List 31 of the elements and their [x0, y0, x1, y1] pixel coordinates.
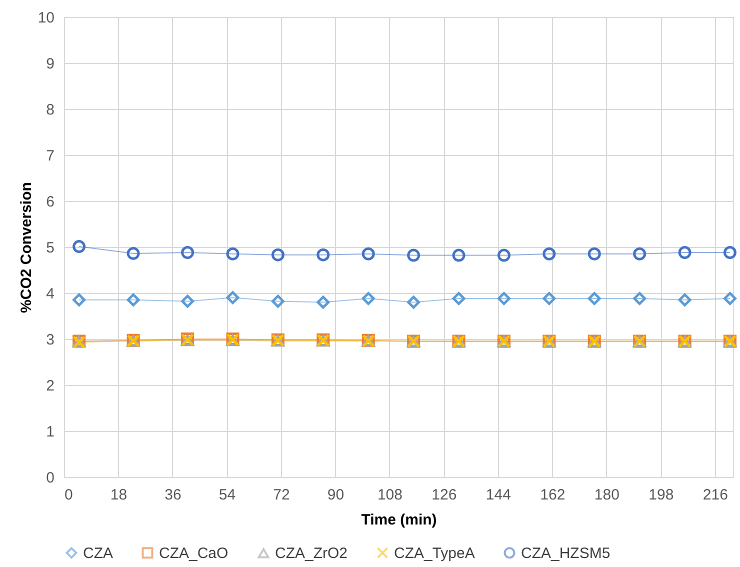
- x-tick-label: 216: [702, 486, 728, 504]
- x-tick-label: 18: [110, 486, 128, 504]
- legend-label: CZA_ZrO2: [275, 545, 348, 562]
- y-tick-label: 6: [46, 194, 54, 210]
- y-tick-label: 5: [46, 240, 54, 256]
- legend-label: CZA: [83, 544, 113, 562]
- x-tick-label: 162: [540, 486, 566, 504]
- x-tick-label: 36: [164, 486, 182, 504]
- y-tick-label: 3: [46, 332, 54, 348]
- y-tick-label: 7: [46, 148, 54, 164]
- legend-label: CZA_CaO: [159, 544, 228, 562]
- x-tick-label: 144: [486, 486, 511, 504]
- y-tick-label: 0: [46, 470, 54, 486]
- x-tick-label: 198: [648, 486, 674, 504]
- legend-label: CZA_TypeA: [394, 544, 475, 562]
- x-tick-label: 72: [273, 486, 290, 504]
- y-tick-label: 9: [46, 56, 54, 72]
- x-tick-label: 54: [218, 486, 236, 504]
- x-tick-label: 126: [432, 486, 457, 504]
- x-tick-label: 90: [327, 486, 344, 504]
- legend-label: CZA_HZSM5: [521, 544, 610, 562]
- y-tick-label: 10: [38, 10, 54, 26]
- y-tick-label: 4: [46, 286, 54, 302]
- y-tick-label: 1: [46, 424, 54, 440]
- y-axis-title: %CO2 Conversion: [18, 182, 35, 313]
- x-tick-label: 108: [377, 486, 402, 504]
- y-tick-label: 2: [46, 378, 54, 394]
- x-tick-label: 180: [594, 486, 620, 504]
- x-tick-label: 0: [64, 486, 73, 504]
- x-axis-title: Time (min): [361, 512, 437, 528]
- y-tick-label: 8: [46, 102, 54, 118]
